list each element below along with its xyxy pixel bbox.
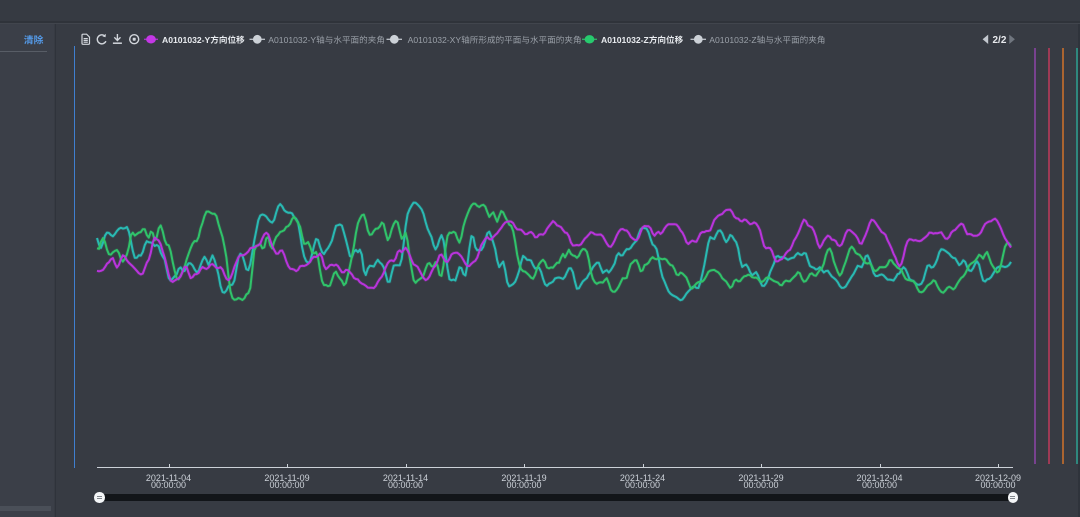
svg-text:A0101032-Y: A0101032-Y — [268, 35, 316, 45]
svg-text:A0101032-XY: A0101032-XY — [408, 35, 462, 45]
svg-text:2/2: 2/2 — [993, 35, 1007, 46]
svg-text:A0101032-Z: A0101032-Z — [709, 35, 756, 45]
svg-text:A0101032-Y: A0101032-Y — [162, 35, 211, 45]
svg-text:A0101032-Z: A0101032-Z — [601, 35, 649, 45]
